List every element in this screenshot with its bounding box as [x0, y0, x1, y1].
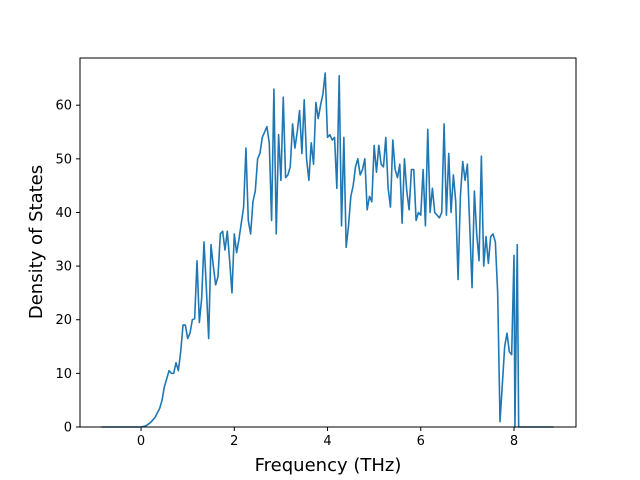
x-tick-label: 0 — [137, 434, 145, 449]
x-tick-label: 4 — [323, 434, 331, 449]
y-tick-label: 20 — [55, 313, 72, 328]
y-axis-label: Density of States — [26, 165, 47, 319]
y-tick-label: 10 — [55, 367, 72, 382]
y-tick-label: 0 — [64, 421, 72, 436]
y-tick-label: 50 — [55, 152, 72, 167]
axes-frame — [79, 57, 577, 428]
y-tick-label: 40 — [55, 206, 72, 221]
x-tick-label: 6 — [417, 434, 425, 449]
x-tick-label: 8 — [510, 434, 518, 449]
x-tick-label: 2 — [230, 434, 238, 449]
line-series — [101, 72, 554, 428]
x-axis-label: Frequency (THz) — [255, 455, 402, 476]
y-tick-label: 30 — [55, 260, 72, 275]
y-tick-label: 60 — [55, 99, 72, 114]
